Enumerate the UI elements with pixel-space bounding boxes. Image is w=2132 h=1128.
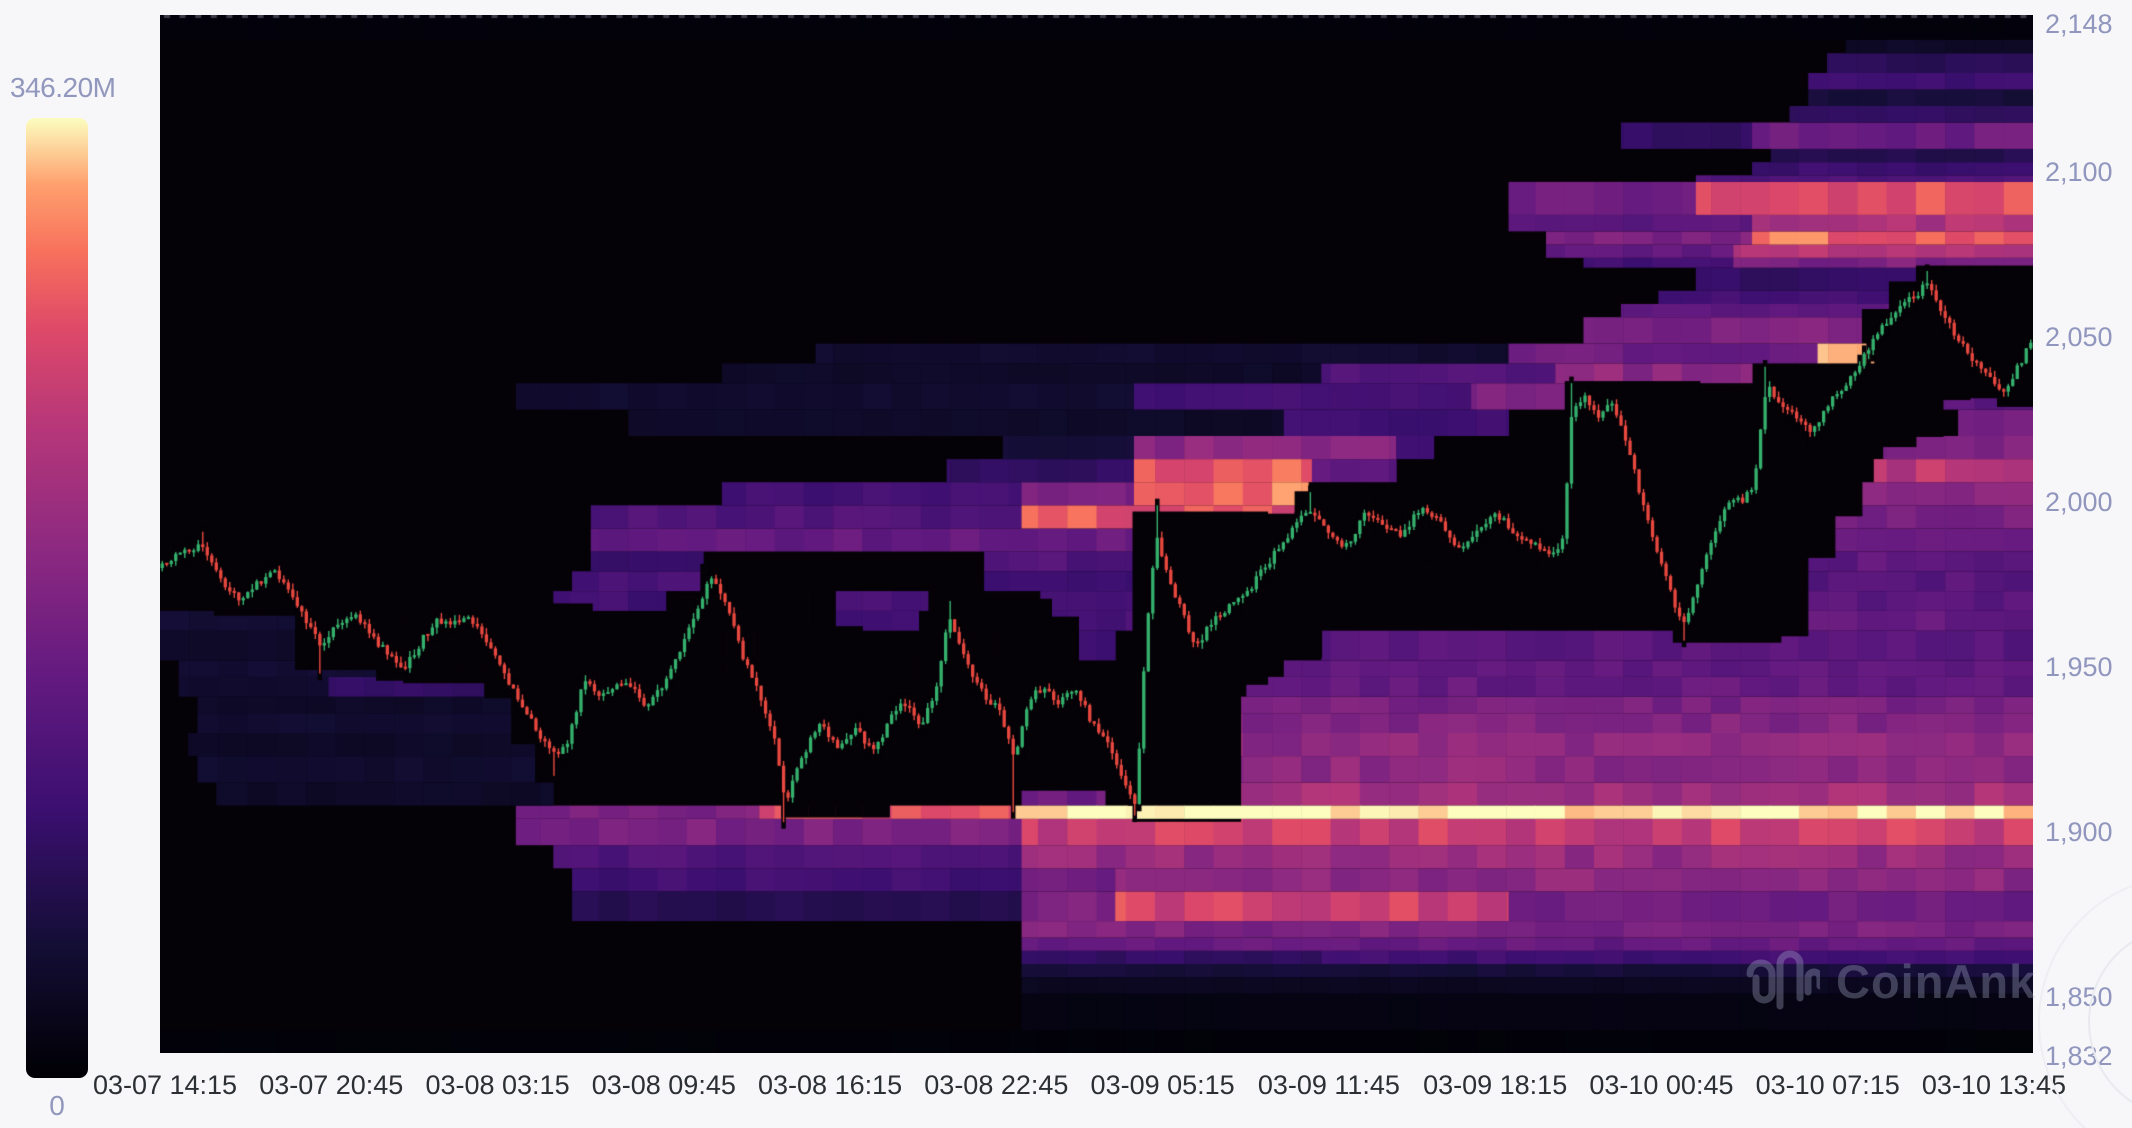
heatmap-canvas[interactable] <box>160 15 2033 1053</box>
time-axis-label: 03-10 13:45 <box>1921 1070 2067 1100</box>
time-axis-label: 03-07 20:45 <box>259 1070 404 1100</box>
time-axis-label: 03-08 09:45 <box>591 1070 736 1100</box>
time-axis-label: 03-08 22:45 <box>924 1070 1069 1100</box>
time-axis-label: 03-07 14:15 <box>92 1070 238 1100</box>
colorbar-max-label: 346.20M <box>10 72 116 103</box>
price-axis-label: 1,900 <box>2045 817 2113 847</box>
price-axis-label: 1,950 <box>2045 652 2113 682</box>
time-axis-label: 03-09 05:15 <box>1090 1070 1235 1100</box>
time-axis-label: 03-09 11:45 <box>1257 1070 1400 1100</box>
time-axis-label: 03-09 18:15 <box>1423 1070 1568 1100</box>
watermark-text: CoinAnk <box>1836 954 2037 1008</box>
price-axis-label: 2,050 <box>2045 322 2113 352</box>
price-axis-label: 2,000 <box>2045 487 2113 517</box>
price-axis-label: 2,100 <box>2045 157 2113 187</box>
time-axis-label: 03-10 00:45 <box>1589 1070 1734 1100</box>
price-axis-label: 2,148 <box>2045 9 2113 39</box>
coinank-logo-icon <box>1746 950 1820 1010</box>
time-axis-label: 03-08 16:15 <box>758 1070 903 1100</box>
watermark: CoinAnk <box>1742 948 2036 1014</box>
colorbar-gradient <box>26 118 88 1078</box>
time-axis-label: 03-10 07:15 <box>1755 1070 1900 1100</box>
colorbar-min-label: 0 <box>49 1090 65 1121</box>
time-axis-label: 03-08 03:15 <box>425 1070 570 1100</box>
